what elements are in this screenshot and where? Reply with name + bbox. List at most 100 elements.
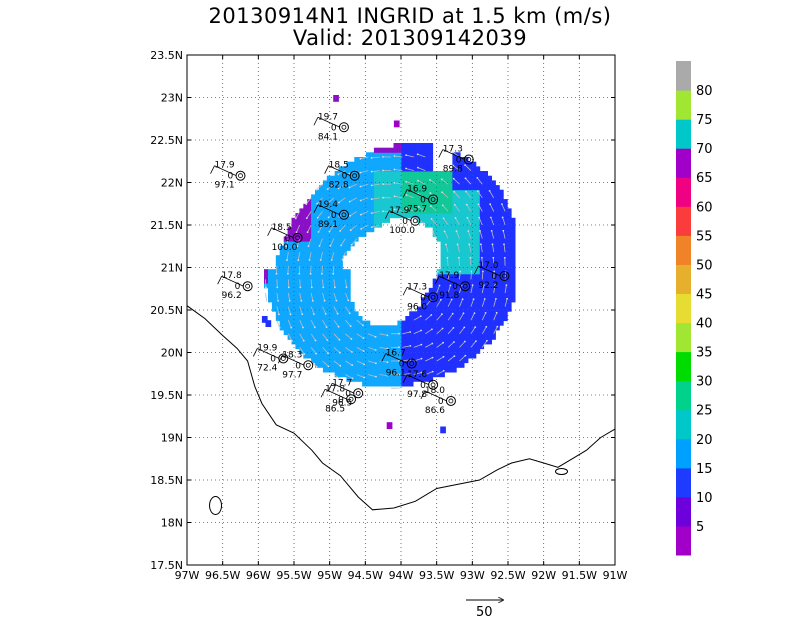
fill-cell xyxy=(389,339,394,345)
fill-cell xyxy=(456,278,461,284)
fill-cell xyxy=(503,316,508,322)
fill-cell xyxy=(377,208,383,214)
fill-cell xyxy=(346,372,351,378)
fill-cell xyxy=(444,241,449,247)
fill-cell xyxy=(479,227,485,233)
fill-cell xyxy=(283,250,288,256)
fill-cell xyxy=(472,194,477,200)
fill-cell xyxy=(417,189,422,195)
fill-cell xyxy=(456,353,461,359)
fill-cell xyxy=(499,306,504,312)
fill-cell xyxy=(381,185,386,191)
fill-cell xyxy=(338,334,343,340)
fill-cell xyxy=(385,381,390,387)
wind-arrow xyxy=(394,209,403,212)
fill-cell xyxy=(452,175,457,181)
fill-cell xyxy=(350,311,355,317)
fill-cell xyxy=(491,297,496,303)
fill-cell xyxy=(311,292,316,298)
fill-cell xyxy=(299,227,304,233)
colorbar-swatch xyxy=(676,351,691,382)
fill-cell xyxy=(405,143,410,149)
fill-cell xyxy=(315,339,320,345)
fill-cell xyxy=(377,217,383,223)
wind-arrow-head xyxy=(493,270,496,273)
fill-cell xyxy=(495,278,500,284)
fill-cell xyxy=(322,245,328,251)
wind-arrow-head xyxy=(468,243,471,246)
fill-cell xyxy=(436,339,441,345)
fill-cell xyxy=(432,185,437,191)
fill-cell xyxy=(377,152,383,158)
fill-cell xyxy=(460,194,465,200)
wind-arrow-head xyxy=(405,154,407,157)
wind-arrow xyxy=(299,292,302,301)
fill-cell xyxy=(456,222,461,228)
fill-cell xyxy=(389,199,394,205)
fill-cell xyxy=(346,175,351,181)
wind-arrow-head xyxy=(337,187,340,190)
fill-cell xyxy=(468,306,473,312)
fill-cell xyxy=(436,227,441,233)
fill-cell xyxy=(373,358,379,364)
fill-cell xyxy=(428,185,434,191)
wind-arrow xyxy=(356,347,364,352)
lat-tick-label: 22.5N xyxy=(150,134,183,147)
fill-cell xyxy=(424,367,430,373)
fill-cell xyxy=(479,185,485,191)
fill-cell xyxy=(491,311,496,317)
wind-arrow-head xyxy=(287,272,289,275)
fill-cell xyxy=(362,358,367,364)
fill-cell xyxy=(315,316,320,322)
fill-cell xyxy=(456,157,461,163)
fill-cell xyxy=(299,208,304,214)
fill-cell xyxy=(409,311,414,317)
fill-cell xyxy=(326,222,332,228)
map-valid-time: Valid: 201309142039 xyxy=(292,26,528,50)
fill-cell xyxy=(275,283,281,289)
fill-cell xyxy=(428,143,434,149)
fill-cell xyxy=(409,171,414,177)
fill-cell xyxy=(464,208,469,214)
fill-cell xyxy=(432,320,437,326)
fill-cell xyxy=(472,348,477,354)
fill-cell xyxy=(299,259,304,265)
fill-cell xyxy=(264,269,269,275)
fill-cell xyxy=(326,264,332,270)
wind-arrow xyxy=(492,244,495,253)
fill-cell xyxy=(468,311,473,317)
fill-cell xyxy=(362,334,367,340)
fill-cell xyxy=(350,208,355,214)
fill-cell xyxy=(495,231,500,237)
fill-cell xyxy=(389,203,394,209)
fill-cell xyxy=(311,283,316,289)
wind-arrow-head xyxy=(370,170,373,173)
fill-cell xyxy=(303,203,308,209)
fill-cell xyxy=(432,189,437,195)
wind-arrow xyxy=(413,372,422,375)
colorbar-swatch xyxy=(676,90,691,120)
fill-cell xyxy=(271,297,277,303)
coastline xyxy=(187,305,615,515)
fill-cell xyxy=(303,344,308,350)
wind-arrow xyxy=(333,279,336,288)
fill-cell xyxy=(333,95,339,102)
fill-cell xyxy=(460,213,465,219)
wind-arrow-head xyxy=(417,179,419,182)
station-temperature: 17.8 xyxy=(325,384,345,394)
wind-arrow-head xyxy=(443,230,446,233)
wind-arrow xyxy=(459,327,465,335)
fill-cell xyxy=(507,269,512,275)
fill-cell xyxy=(456,330,461,336)
fill-cell xyxy=(475,330,481,336)
fill-cell xyxy=(373,353,379,359)
wind-arrow xyxy=(299,320,304,328)
fill-cell xyxy=(299,344,304,350)
fill-cell xyxy=(436,358,441,364)
fill-cell xyxy=(319,236,324,242)
fill-cell xyxy=(452,358,457,364)
wind-arrow xyxy=(418,206,426,212)
fill-cell xyxy=(307,301,312,307)
fill-cell xyxy=(421,217,426,223)
fill-cell xyxy=(381,189,386,195)
